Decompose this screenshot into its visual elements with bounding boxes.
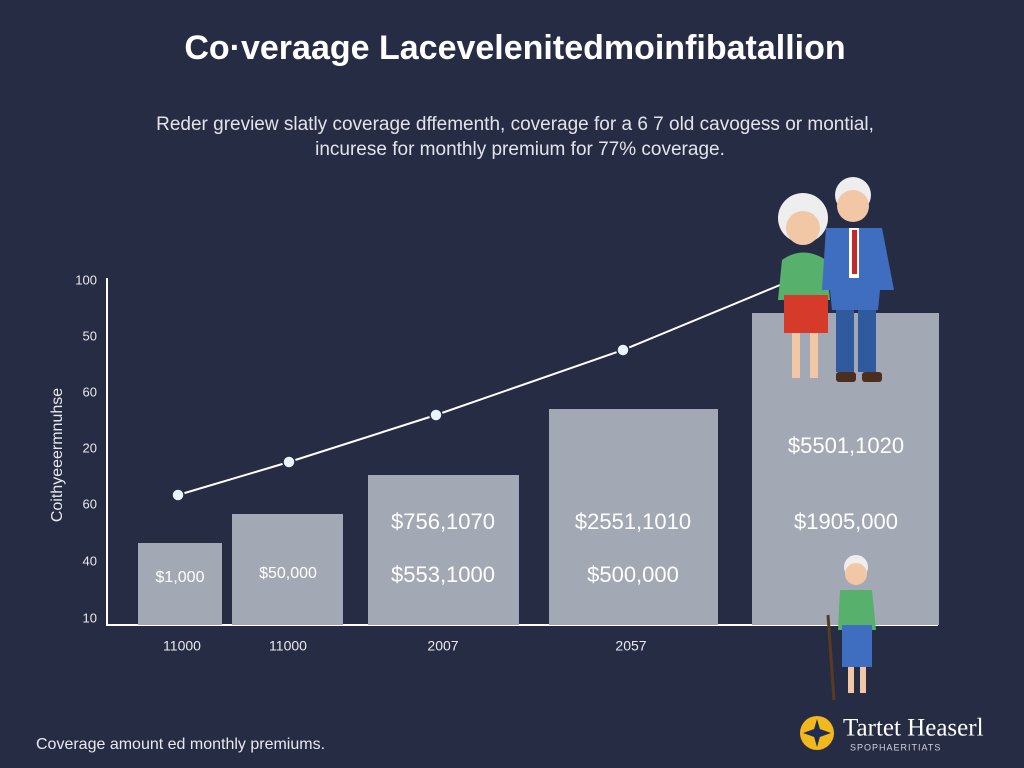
y-tick-label: 60 — [83, 496, 97, 511]
y-tick-label: 20 — [83, 440, 97, 455]
bar — [232, 514, 343, 625]
bar — [138, 543, 222, 625]
bar-label: $50,000 — [259, 565, 317, 582]
y-tick-label: 50 — [83, 328, 97, 343]
x-label: 11000 — [163, 638, 201, 654]
subtitle-line: incurese for monthly premium for 77% cov… — [315, 139, 725, 160]
bar-label: $1,000 — [156, 569, 205, 586]
bar-label: $500,000 — [587, 562, 679, 587]
trend-point — [171, 488, 185, 502]
trend-point — [282, 455, 296, 469]
x-label: 2057 — [615, 638, 646, 654]
bar-label: $2551,1010 — [575, 509, 691, 534]
x-label: 2007 — [427, 638, 458, 654]
y-tick-label: 40 — [83, 553, 97, 568]
logo — [800, 716, 834, 750]
x-label: 11000 — [269, 638, 307, 654]
y-axis-label: Coithyeeermnuhse — [49, 388, 66, 522]
bar-label: $756,1070 — [391, 509, 495, 534]
logo-tagline: SPOPHAERITIATS — [850, 742, 941, 752]
bar — [368, 475, 519, 625]
bar-label: $553,1000 — [391, 562, 495, 587]
bar-label: $5501,1020 — [788, 433, 904, 458]
trend-point — [616, 343, 630, 357]
couple-illustration — [778, 177, 894, 382]
y-tick-label: 60 — [83, 384, 97, 399]
bar — [549, 409, 718, 625]
y-tick-label: 100 — [75, 272, 97, 287]
title: Co·veraage Lacevelenitedmoinfibatallion — [184, 29, 845, 67]
footer: Coverage amount ed monthly premiums. — [36, 736, 325, 753]
bar-label: $1905,000 — [794, 509, 898, 534]
subtitle-line: Reder greview slatly coverage dffementh,… — [156, 114, 874, 135]
logo-name: Tartet Heaserl — [843, 715, 984, 742]
y-tick-label: 10 — [83, 610, 97, 625]
trend-point — [429, 408, 443, 422]
man-illustration — [826, 555, 876, 701]
